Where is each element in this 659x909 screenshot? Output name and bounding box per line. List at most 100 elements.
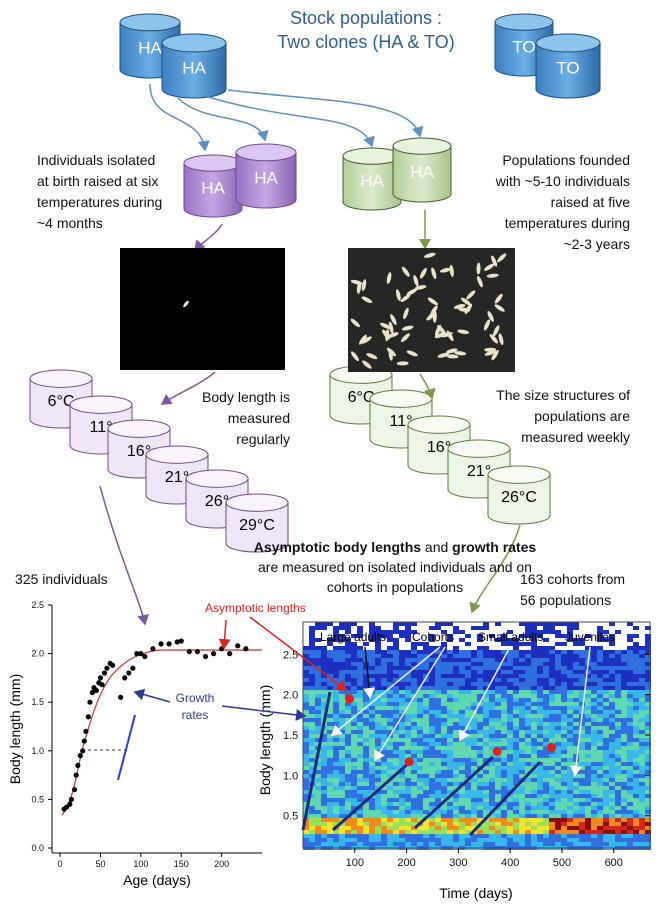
heat-cell bbox=[627, 794, 633, 798]
heat-cell bbox=[579, 814, 585, 818]
heat-cell bbox=[645, 646, 651, 650]
heat-cell bbox=[543, 678, 549, 682]
heat-cell bbox=[537, 642, 543, 646]
heat-cell bbox=[645, 718, 651, 722]
heat-cell bbox=[369, 710, 375, 714]
heat-cell bbox=[537, 842, 543, 846]
heat-cell bbox=[573, 706, 579, 710]
heat-cell bbox=[549, 718, 555, 722]
heat-cell bbox=[429, 794, 435, 798]
heat-cell bbox=[561, 638, 567, 642]
heat-cell bbox=[423, 670, 429, 674]
heat-cell bbox=[495, 718, 501, 722]
heat-cell bbox=[441, 686, 447, 690]
cylinder: HA bbox=[183, 154, 243, 218]
heat-cell bbox=[387, 670, 393, 674]
arrows bbox=[99, 83, 521, 626]
heat-cell bbox=[537, 770, 543, 774]
heat-cell bbox=[363, 630, 369, 634]
heat-cell bbox=[315, 722, 321, 726]
heat-cell bbox=[609, 702, 615, 706]
heat-cell bbox=[639, 686, 645, 690]
heat-cell bbox=[507, 722, 513, 726]
heat-cell bbox=[543, 838, 549, 842]
heat-cell bbox=[441, 774, 447, 778]
heat-cell bbox=[579, 734, 585, 738]
heat-cell bbox=[513, 778, 519, 782]
cylinder-label: TO bbox=[512, 37, 535, 56]
heat-cell bbox=[405, 622, 411, 626]
heat-cell bbox=[519, 646, 525, 650]
heat-cell bbox=[351, 650, 357, 654]
heat-cell bbox=[369, 774, 375, 778]
data-point bbox=[73, 772, 79, 778]
heat-cell bbox=[555, 842, 561, 846]
heat-cell bbox=[435, 630, 441, 634]
heat-cell bbox=[609, 830, 615, 834]
heat-cell bbox=[621, 762, 627, 766]
heat-cell bbox=[315, 778, 321, 782]
heat-cell bbox=[321, 750, 327, 754]
heat-cell bbox=[525, 734, 531, 738]
heat-cell bbox=[609, 826, 615, 830]
heat-cell bbox=[411, 814, 417, 818]
heat-cell bbox=[495, 686, 501, 690]
heat-cell bbox=[555, 834, 561, 838]
heat-cell bbox=[519, 626, 525, 630]
heat-cell bbox=[561, 750, 567, 754]
heat-cell bbox=[411, 678, 417, 682]
heat-cell bbox=[441, 802, 447, 806]
heat-cell bbox=[369, 706, 375, 710]
heat-cell bbox=[609, 662, 615, 666]
heat-cell bbox=[591, 706, 597, 710]
heat-cell bbox=[495, 682, 501, 686]
heat-cell bbox=[459, 790, 465, 794]
heat-cell bbox=[357, 758, 363, 762]
heat-cell bbox=[375, 718, 381, 722]
heat-cell bbox=[501, 694, 507, 698]
heat-cell bbox=[489, 630, 495, 634]
heat-cell bbox=[321, 634, 327, 638]
heat-cell bbox=[609, 634, 615, 638]
heat-cell bbox=[525, 842, 531, 846]
heat-cell bbox=[321, 710, 327, 714]
heat-cell bbox=[429, 710, 435, 714]
data-point bbox=[104, 665, 110, 671]
heat-cell bbox=[327, 718, 333, 722]
heat-cell bbox=[543, 650, 549, 654]
heat-cell bbox=[483, 838, 489, 842]
arrow bbox=[133, 688, 171, 703]
heat-cell bbox=[357, 626, 363, 630]
heat-cell bbox=[639, 674, 645, 678]
heat-cell bbox=[447, 742, 453, 746]
heat-cell bbox=[633, 666, 639, 670]
heat-cell bbox=[345, 822, 351, 826]
heat-cell bbox=[567, 762, 573, 766]
heat-cell bbox=[321, 838, 327, 842]
heat-cell bbox=[441, 698, 447, 702]
heat-cell bbox=[411, 782, 417, 786]
heat-cell bbox=[369, 714, 375, 718]
heat-cell bbox=[453, 786, 459, 790]
cylinder-top bbox=[369, 389, 433, 408]
heat-cell bbox=[471, 810, 477, 814]
heat-cell bbox=[399, 718, 405, 722]
heat-cell bbox=[357, 702, 363, 706]
heat-cell bbox=[507, 838, 513, 842]
heat-cell bbox=[339, 694, 345, 698]
heat-cell bbox=[513, 838, 519, 842]
heat-cell bbox=[471, 706, 477, 710]
heat-cell bbox=[549, 630, 555, 634]
heat-cell bbox=[627, 738, 633, 742]
heat-cell bbox=[531, 670, 537, 674]
heat-cell bbox=[393, 790, 399, 794]
heat-cell bbox=[573, 790, 579, 794]
heat-cell bbox=[549, 734, 555, 738]
heat-cell bbox=[483, 694, 489, 698]
heat-cell bbox=[483, 742, 489, 746]
heat-cell bbox=[537, 722, 543, 726]
heat-cell bbox=[525, 790, 531, 794]
heat-cell bbox=[501, 818, 507, 822]
heat-cell bbox=[447, 678, 453, 682]
heat-cell bbox=[525, 654, 531, 658]
